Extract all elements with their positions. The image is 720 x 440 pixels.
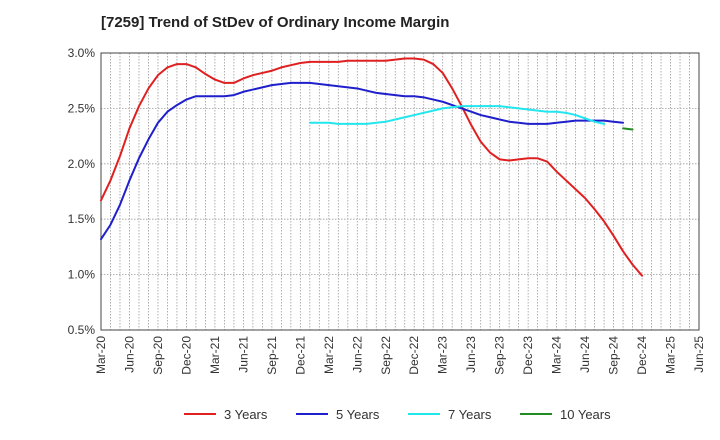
x-tick-label: Dec-21 xyxy=(293,336,307,375)
legend-label: 7 Years xyxy=(448,407,492,422)
series-line-10-years xyxy=(622,127,634,131)
legend-label: 10 Years xyxy=(560,407,611,422)
y-tick-label: 0.5% xyxy=(68,323,96,337)
y-tick-label: 1.0% xyxy=(68,268,96,282)
legend-label: 3 Years xyxy=(224,407,268,422)
x-tick-label: Dec-22 xyxy=(407,336,421,375)
series-line-3-years xyxy=(100,57,644,277)
chart-title: [7259] Trend of StDev of Ordinary Income… xyxy=(101,14,450,31)
x-tick-label: Jun-24 xyxy=(578,336,592,373)
y-tick-label: 3.0% xyxy=(68,46,96,60)
legend: 3 Years 5 Years 7 Years 10 Years xyxy=(184,407,611,422)
x-axis: Mar-20 Jun-20 Sep-20 Dec-20 Mar-21 Jun-21 Sep-… xyxy=(94,336,706,375)
x-tick-label: Mar-24 xyxy=(550,336,564,374)
x-tick-label: Dec-24 xyxy=(635,336,649,375)
series-line-7-years xyxy=(308,105,606,125)
x-tick-label: Sep-24 xyxy=(607,336,621,375)
y-tick-label: 1.5% xyxy=(68,212,96,226)
x-tick-label: Sep-23 xyxy=(493,336,507,375)
x-tick-label: Mar-22 xyxy=(322,336,336,374)
x-tick-label: Dec-23 xyxy=(521,336,535,375)
x-tick-label: Mar-23 xyxy=(436,336,450,374)
x-tick-label: Jun-21 xyxy=(236,336,250,373)
x-tick-label: Sep-21 xyxy=(265,336,279,375)
y-tick-label: 2.5% xyxy=(68,101,96,115)
x-tick-label: Sep-22 xyxy=(379,336,393,375)
x-tick-label: Mar-21 xyxy=(208,336,222,374)
x-tick-label: Mar-20 xyxy=(94,336,108,374)
x-tick-label: Jun-25 xyxy=(692,336,706,373)
x-tick-label: Dec-20 xyxy=(179,336,193,375)
x-tick-label: Jun-22 xyxy=(350,336,364,373)
x-tick-label: Sep-20 xyxy=(151,336,165,375)
x-tick-label: Jun-20 xyxy=(122,336,136,373)
y-axis: 3.0% 2.5% 2.0% 1.5% 1.0% 0.5% xyxy=(68,46,96,337)
x-tick-label: Jun-23 xyxy=(464,336,478,373)
plot-border xyxy=(100,52,700,331)
plot-area xyxy=(101,53,699,330)
series-lines xyxy=(100,57,644,277)
x-tick-label: Mar-25 xyxy=(664,336,678,374)
legend-label: 5 Years xyxy=(336,407,380,422)
y-tick-label: 2.0% xyxy=(68,157,96,171)
series-line-5-years xyxy=(100,81,625,241)
